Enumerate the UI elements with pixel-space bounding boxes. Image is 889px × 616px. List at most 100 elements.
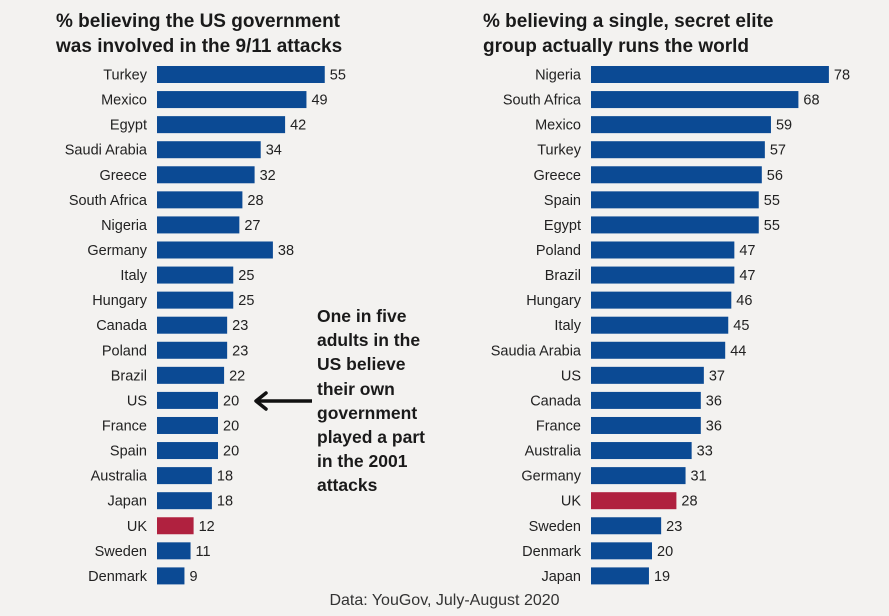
category-label-elite-poland: Poland	[536, 243, 581, 259]
bar-911-brazil	[157, 366, 225, 384]
category-label-elite-germany: Germany	[521, 469, 581, 485]
value-label-elite-brazil: 47	[739, 268, 755, 284]
bar-911-nigeria	[157, 216, 240, 234]
category-label-911-egypt: Egypt	[110, 118, 147, 134]
bar-911-spain	[157, 442, 218, 460]
value-label-911-japan: 18	[217, 494, 233, 510]
bar-911-japan	[157, 492, 212, 510]
category-label-911-australia: Australia	[91, 469, 148, 485]
value-label-911-italy: 25	[238, 268, 254, 284]
value-label-911-uk: 12	[199, 519, 215, 535]
bar-elite-us	[591, 366, 704, 384]
chart-title-911: % believing the US government was involv…	[56, 11, 343, 57]
value-label-911-turkey: 55	[330, 68, 346, 84]
value-label-911-spain: 20	[223, 444, 239, 460]
bar-911-australia	[157, 467, 212, 485]
category-label-911-france: France	[102, 418, 147, 434]
bar-911-uk	[157, 517, 194, 535]
category-label-911-mexico: Mexico	[101, 93, 147, 109]
bar-elite-mexico	[591, 116, 771, 134]
bar-elite-denmark	[591, 542, 652, 560]
bar-elite-japan	[591, 567, 649, 585]
source-note: Data: YouGov, July-August 2020	[329, 592, 560, 609]
value-label-elite-australia: 33	[697, 444, 713, 460]
category-label-911-canada: Canada	[96, 318, 148, 334]
value-label-911-germany: 38	[278, 243, 294, 259]
category-label-elite-italy: Italy	[554, 318, 581, 334]
bar-911-turkey	[157, 66, 325, 83]
category-label-elite-canada: Canada	[530, 393, 582, 409]
bar-911-hungary	[157, 291, 234, 309]
category-label-elite-greece: Greece	[533, 168, 581, 184]
category-label-911-germany: Germany	[87, 243, 147, 259]
value-label-elite-egypt: 55	[764, 218, 780, 234]
bar-911-france	[157, 416, 218, 434]
category-label-911-brazil: Brazil	[111, 368, 147, 384]
bar-911-germany	[157, 241, 273, 259]
value-label-911-egypt: 42	[290, 118, 306, 134]
value-label-911-saudi-arabia: 34	[266, 143, 282, 159]
category-label-elite-hungary: Hungary	[526, 293, 582, 309]
category-label-911-turkey: Turkey	[103, 68, 148, 84]
value-label-elite-japan: 19	[654, 569, 670, 585]
value-label-elite-spain: 55	[764, 193, 780, 209]
bar-elite-turkey	[591, 141, 765, 159]
category-label-elite-japan: Japan	[541, 569, 581, 585]
category-label-elite-sweden: Sweden	[529, 519, 581, 535]
category-label-elite-denmark: Denmark	[522, 544, 582, 560]
category-label-911-japan: Japan	[107, 494, 147, 510]
bar-elite-poland	[591, 241, 735, 259]
value-label-elite-uk: 28	[681, 494, 697, 510]
value-label-elite-south-africa: 68	[803, 93, 819, 109]
bar-elite-brazil	[591, 266, 735, 284]
value-label-elite-hungary: 46	[736, 293, 752, 309]
category-label-911-nigeria: Nigeria	[101, 218, 148, 234]
bar-elite-saudia-arabia	[591, 341, 726, 359]
value-label-elite-mexico: 59	[776, 118, 792, 134]
bar-911-canada	[157, 316, 228, 334]
category-label-elite-saudia-arabia: Saudia Arabia	[491, 343, 582, 359]
bar-911-denmark	[157, 567, 185, 585]
chart-title-elite: % believing a single, secret elite group…	[483, 11, 774, 57]
category-label-elite-us: US	[561, 368, 581, 384]
value-label-911-hungary: 25	[238, 293, 254, 309]
chart-elite-bars: Nigeria 78 South Africa 68 Mexico 59 Turkey 57 G…	[491, 66, 850, 585]
bar-elite-germany	[591, 467, 686, 485]
value-label-elite-us: 37	[709, 368, 725, 384]
value-label-elite-germany: 31	[691, 469, 707, 485]
bar-911-mexico	[157, 91, 307, 109]
category-label-elite-turkey: Turkey	[537, 143, 582, 159]
category-label-911-greece: Greece	[99, 168, 147, 184]
bar-elite-egypt	[591, 216, 759, 234]
bar-elite-spain	[591, 191, 759, 209]
value-label-911-brazil: 22	[229, 368, 245, 384]
category-label-911-uk: UK	[127, 519, 147, 535]
category-label-elite-france: France	[536, 418, 581, 434]
value-label-elite-sweden: 23	[666, 519, 682, 535]
value-label-911-south-africa: 28	[247, 193, 263, 209]
bar-elite-sweden	[591, 517, 662, 535]
category-label-911-sweden: Sweden	[95, 544, 147, 560]
value-label-911-greece: 32	[260, 168, 276, 184]
value-label-elite-turkey: 57	[770, 143, 786, 159]
value-label-elite-saudia-arabia: 44	[730, 343, 746, 359]
bar-911-poland	[157, 341, 228, 359]
category-label-elite-brazil: Brazil	[545, 268, 581, 284]
bar-elite-nigeria	[591, 66, 829, 83]
bar-911-sweden	[157, 542, 191, 560]
category-label-911-poland: Poland	[102, 343, 147, 359]
category-label-911-south-africa: South Africa	[69, 193, 148, 209]
value-label-elite-poland: 47	[739, 243, 755, 259]
bar-elite-uk	[591, 492, 677, 510]
category-label-elite-spain: Spain	[544, 193, 581, 209]
value-label-elite-italy: 45	[733, 318, 749, 334]
value-label-911-mexico: 49	[311, 93, 327, 109]
category-label-elite-uk: UK	[561, 494, 581, 510]
value-label-911-us: 20	[223, 393, 239, 409]
bar-911-south-africa	[157, 191, 243, 209]
bar-elite-hungary	[591, 291, 732, 309]
bar-elite-greece	[591, 166, 762, 184]
bar-911-italy	[157, 266, 234, 284]
category-label-911-hungary: Hungary	[92, 293, 148, 309]
